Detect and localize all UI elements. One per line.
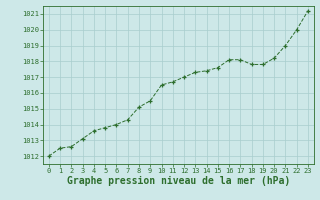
X-axis label: Graphe pression niveau de la mer (hPa): Graphe pression niveau de la mer (hPa) (67, 176, 290, 186)
